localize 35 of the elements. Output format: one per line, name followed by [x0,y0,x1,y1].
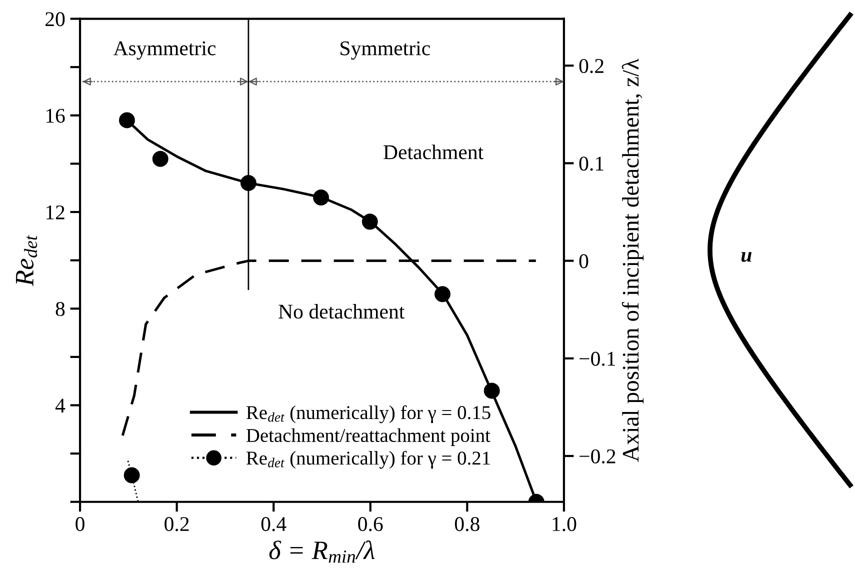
legend-label: Detachment/reattachment point [246,428,490,446]
x-tick-label: 0.8 [454,517,480,532]
x-tick-label: 0 [76,517,84,532]
point [362,214,378,230]
y-tick-label: 12 [46,205,64,220]
y-tick-label: 8 [56,302,65,316]
point [152,150,168,167]
y-axis-title: Re$_{det}$ [16,235,38,286]
x-tick-label: 0.2 [164,517,189,532]
point [118,112,135,128]
x-tick-label: 1.0 [552,517,576,532]
y2-tick-label: 0 [579,254,588,268]
y-tick-label: 4 [55,398,66,412]
y2-tick-label: −0.1 [580,352,616,366]
y2-tick-label: −0.2 [580,449,616,464]
legend-label: Re$_{det}$ (numerically) for γ = 0.15 [246,405,490,424]
legend-label: Re$_{det}$ (numerically) for γ = 0.21 [246,450,490,469]
text: u [741,252,752,262]
point [240,175,256,192]
x-tick-label: 0.4 [261,517,286,532]
x-tick-label: 0.6 [358,517,383,532]
y-tick-label: 20 [46,12,65,26]
point [484,382,500,399]
annotation: No detachment [278,304,405,319]
point [313,190,330,206]
annotation: Detachment [384,144,484,160]
y2-axis-title: Axial position of incipient detachment, z/λ [622,58,644,462]
point [124,467,140,484]
y2-tick-label: 0.2 [579,58,604,74]
annotation: Symmetric [340,41,430,60]
point [434,286,450,302]
annotation: Asymmetric [113,41,216,60]
y-tick-label: 16 [46,108,65,123]
x-axis-title: δ = R$_{min}$/λ [269,540,375,563]
y2-tick-label: 0.1 [579,156,604,171]
